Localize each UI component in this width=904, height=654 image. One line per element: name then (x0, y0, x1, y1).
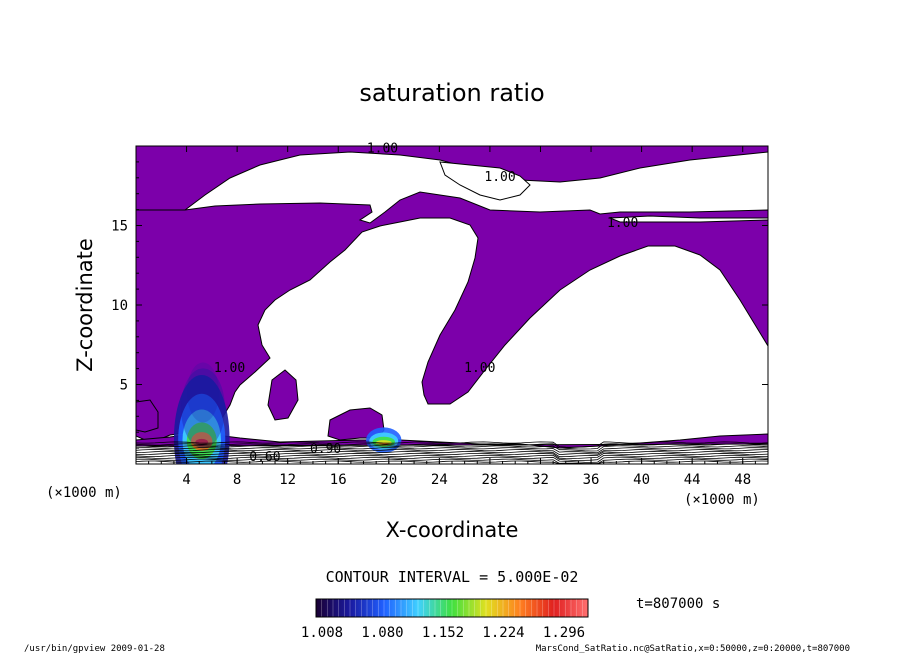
x-tick-label: 32 (532, 472, 549, 488)
ground-contour-lines (136, 441, 768, 464)
contour-interval-label: CONTOUR INTERVAL = 5.000E-02 (326, 568, 579, 586)
x-tick-label: 28 (481, 472, 498, 488)
ground-contour (136, 445, 768, 452)
ground-contour (136, 456, 768, 463)
chart-title: saturation ratio (359, 79, 544, 107)
x-tick-label: 48 (734, 472, 751, 488)
saturation-region-lower-left (136, 399, 159, 433)
ground-contour (136, 449, 768, 456)
x-tick-label: 44 (684, 472, 701, 488)
time-label: t=807000 s (636, 596, 720, 612)
ground-contour (136, 450, 768, 458)
colorbar-frame (315, 598, 589, 618)
y-tick-label: 15 (111, 219, 128, 235)
x-tick-label: 20 (380, 472, 397, 488)
colorbar-tick-label: 1.224 (482, 625, 524, 641)
x-unit-right: (×1000 m) (684, 492, 760, 508)
colorbar: 1.008 1.080 1.152 1.224 1.296 (301, 598, 589, 641)
colorbar-fill (316, 599, 588, 617)
x-axis-label: X-coordinate (386, 518, 519, 542)
colorbar-tick-label: 1.080 (361, 625, 403, 641)
footer-right: MarsCond_SatRatio.nc@SatRatio,x=0:50000,… (536, 644, 850, 654)
y-tick-label: 5 (120, 378, 128, 394)
x-axis: 4 8 12 16 20 24 28 32 36 40 44 48 (148, 146, 756, 488)
y-axis-label: Z-coordinate (73, 238, 97, 372)
ground-contour (136, 443, 768, 450)
contour-label: 1.00 (484, 170, 515, 185)
contour-label: 1.00 (607, 216, 638, 231)
contour-labels: 1.00 1.00 1.00 1.00 1.00 0.60 0.90 (214, 141, 638, 464)
core-plume (186, 362, 219, 423)
x-tick-label: 16 (330, 472, 347, 488)
colorbar-stripes (321, 599, 583, 617)
saturation-region-blob-a (267, 369, 299, 421)
contour-label: 1.00 (214, 361, 245, 376)
saturation-region-band (136, 191, 768, 441)
contour-label: 1.00 (464, 361, 495, 376)
contour-label: 0.60 (249, 450, 280, 465)
saturation-region-upper-mid (439, 161, 531, 201)
colorbar-tick-label: 1.152 (422, 625, 464, 641)
supersaturation-core (173, 362, 402, 464)
x-tick-label: 8 (233, 472, 241, 488)
contour-label: 0.90 (310, 442, 341, 457)
x-tick-label: 4 (182, 472, 190, 488)
x-tick-label: 24 (431, 472, 448, 488)
colorbar-tick-label: 1.296 (543, 625, 585, 641)
y-tick-label: 10 (111, 298, 128, 314)
ground-contour (136, 454, 768, 461)
x-tick-label: 12 (279, 472, 296, 488)
y-axis: 5 10 15 (111, 161, 768, 449)
core-plume (180, 368, 225, 449)
ground-contour (136, 452, 768, 460)
x-unit-left: (×1000 m) (46, 485, 122, 501)
x-tick-label: 40 (633, 472, 650, 488)
plot-area (136, 146, 768, 464)
colorbar-tick-label: 1.008 (301, 625, 343, 641)
x-tick-label: 36 (583, 472, 600, 488)
ground-contour (136, 441, 768, 448)
ground-contour (136, 447, 768, 454)
colorbar-tick-labels: 1.008 1.080 1.152 1.224 1.296 (301, 625, 585, 641)
contour-label: 1.00 (367, 141, 398, 156)
footer-left: /usr/bin/gpview 2009-01-28 (24, 644, 165, 654)
ground-contour (136, 458, 768, 464)
